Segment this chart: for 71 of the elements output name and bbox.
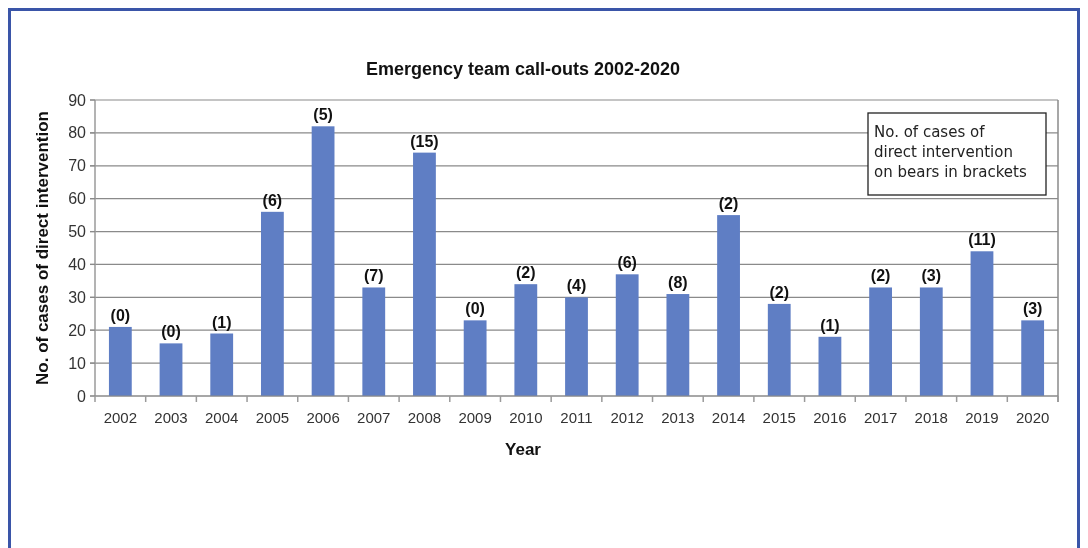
y-tick-label: 0 (77, 387, 87, 405)
x-tick-label: 2007 (357, 409, 391, 426)
x-tick-label: 2015 (762, 409, 796, 426)
annotation: (6) (262, 191, 283, 209)
bar (869, 287, 893, 396)
x-tick-label: 2018 (914, 409, 948, 426)
x-tick-label: 2011 (560, 409, 593, 426)
x-tick-label: 2017 (863, 409, 898, 426)
y-tick-label: 60 (68, 190, 87, 208)
y-tick-label: 80 (68, 124, 87, 142)
y-tick-label: 50 (68, 223, 87, 241)
annotation: (4) (566, 277, 587, 295)
y-tick-label: 70 (68, 157, 87, 175)
bar (818, 336, 842, 396)
bar (919, 287, 943, 396)
bar (666, 294, 690, 396)
x-tick-label: 2003 (154, 409, 188, 426)
bar (108, 326, 132, 396)
bar (413, 152, 436, 396)
y-tick-label: 20 (68, 321, 87, 339)
bar (717, 215, 740, 396)
bar (260, 211, 284, 396)
y-tick-label: 30 (68, 288, 87, 306)
x-tick-label: 2008 (407, 409, 442, 426)
annotation: (1) (820, 316, 840, 334)
x-axis-title: Year (505, 440, 542, 459)
bar (615, 274, 639, 396)
bar (362, 287, 386, 396)
annotation: (3) (921, 267, 942, 285)
annotation: (0) (465, 300, 485, 318)
y-tick-label: 10 (68, 354, 87, 372)
x-tick-label: 2010 (509, 409, 543, 426)
x-tick-label: 2013 (661, 409, 695, 426)
annotation: No. of cases of direct intervention on bears in brackets (874, 123, 1027, 181)
annotation: (2) (870, 267, 891, 285)
x-tick-label: 2012 (610, 409, 644, 426)
annotation: (5) (313, 106, 333, 124)
chart-title: Emergency team call-outs 2002-2020 (365, 59, 681, 79)
x-tick-label: 2009 (458, 409, 492, 426)
bar (970, 251, 994, 396)
annotation: (0) (110, 306, 131, 324)
x-tick-label: 2006 (306, 409, 340, 426)
annotation: (3) (1022, 300, 1043, 318)
bar (210, 333, 234, 396)
x-tick-label: 2002 (103, 409, 138, 426)
annotation: (2) (718, 195, 739, 213)
annotation: (1) (211, 313, 232, 331)
annotation: (6) (617, 254, 637, 272)
annotation: (2) (769, 283, 790, 301)
bar (565, 297, 588, 396)
y-tick-label: 90 (68, 91, 87, 109)
bar (514, 284, 538, 396)
annotation: (7) (363, 267, 384, 285)
x-tick-label: 2014 (711, 409, 746, 426)
annotation: (11) (968, 231, 996, 249)
x-tick-label: 2020 (1015, 409, 1050, 426)
x-tick-label: 2019 (965, 409, 999, 426)
x-tick-label: 2016 (813, 409, 847, 426)
annotation: (8) (668, 274, 688, 292)
x-tick-label: 2005 (255, 409, 290, 426)
y-axis-title: No. of cases of direct intervention (33, 111, 52, 385)
annotation: (15) (410, 132, 439, 150)
y-tick-label: 40 (68, 256, 87, 274)
bar (1021, 320, 1045, 396)
x-tick-label: 2004 (205, 409, 239, 426)
bar (767, 303, 791, 396)
bar (311, 126, 335, 396)
bar (159, 343, 183, 396)
annotation: (0) (161, 323, 181, 341)
annotation: (2) (516, 264, 536, 282)
bar (463, 320, 487, 396)
